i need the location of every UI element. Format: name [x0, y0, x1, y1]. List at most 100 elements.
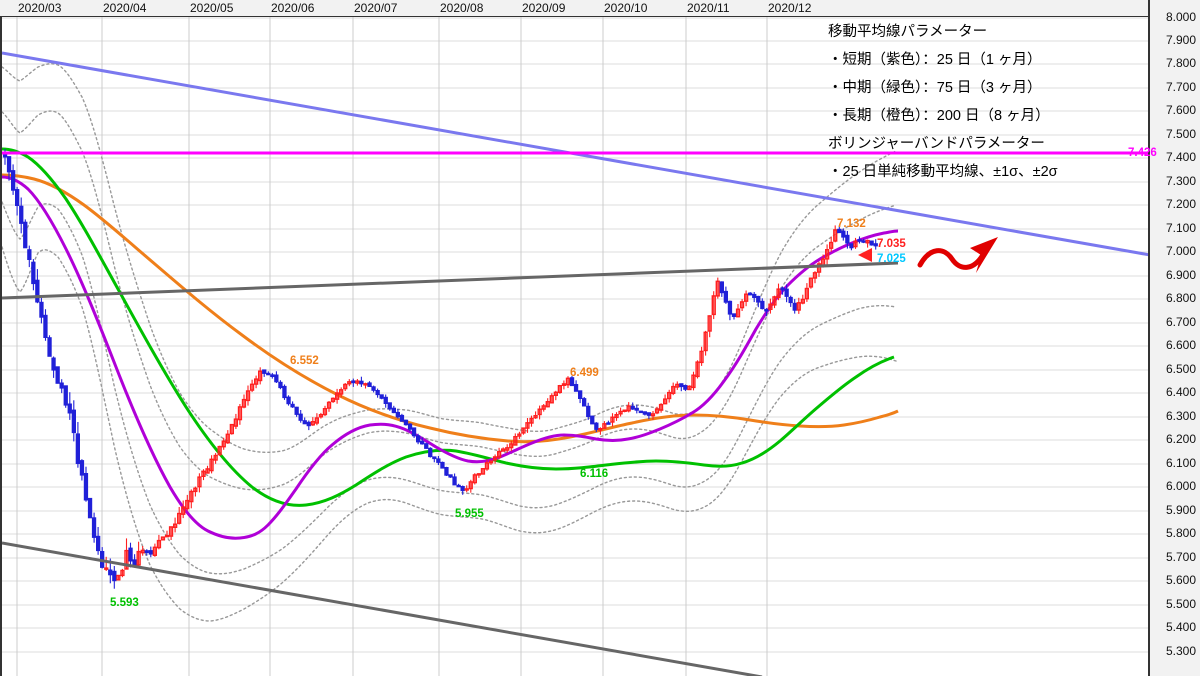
price-annotation-swing-low-2020-08: 5.955 — [455, 508, 484, 520]
price-annotation-swing-high-2020-06: 6.552 — [290, 355, 319, 367]
candle-body — [440, 461, 445, 469]
y-axis-label: 7.300 — [1165, 174, 1196, 188]
candle-body — [420, 440, 425, 445]
candle-body — [549, 395, 554, 404]
candle-body — [278, 381, 283, 389]
candle-body — [193, 487, 198, 493]
candle-body — [719, 281, 725, 294]
x-axis-label: 2020/11 — [687, 1, 730, 15]
candle-body — [857, 239, 862, 242]
candle-body — [598, 428, 603, 431]
x-axis-label: 2020/08 — [440, 1, 484, 15]
candle-body — [383, 396, 388, 405]
price-annotation-swing-low-2020-03: 5.593 — [110, 597, 139, 609]
candle-body — [476, 473, 481, 476]
candle-body — [671, 385, 676, 395]
y-axis-label: 6.800 — [1165, 291, 1196, 305]
candle-body — [622, 409, 627, 413]
candle-body — [525, 422, 530, 429]
candle-body — [776, 288, 781, 299]
candle-body — [136, 550, 141, 566]
candle-body — [711, 295, 716, 316]
candle-body — [768, 303, 773, 311]
y-axis-label: 5.600 — [1165, 573, 1196, 587]
candle-body — [95, 535, 101, 552]
candle-body — [47, 337, 52, 357]
parameter-legend: 移動平均線パラメーター ・短期（紫色）：25 日（1 ヶ月） ・中期（緑色）：7… — [828, 18, 1168, 186]
candle-body — [679, 383, 684, 388]
candle-body — [460, 486, 465, 492]
candle-body — [35, 279, 40, 303]
candle-body — [359, 380, 364, 385]
candle-body — [464, 488, 469, 491]
candle-body — [873, 243, 878, 247]
candle-body — [91, 517, 97, 538]
candle-body — [43, 314, 48, 338]
candle-body — [164, 534, 170, 538]
candle-body — [654, 408, 660, 414]
candle-body — [541, 405, 546, 410]
candle-body — [237, 406, 243, 421]
candle-body — [606, 422, 611, 425]
candle-body — [553, 391, 559, 396]
candle-body — [387, 402, 392, 410]
candle-body — [351, 380, 356, 384]
x-axis-label: 2020/06 — [271, 1, 315, 15]
candle-body — [79, 460, 85, 476]
candle-body — [735, 308, 741, 318]
candle-body — [756, 295, 761, 303]
x-axis-label: 2020/05 — [190, 1, 234, 15]
legend-bb-heading: ボリンジャーバンドパラメーター — [828, 136, 1045, 152]
candle-body — [209, 458, 214, 472]
candle-body — [691, 374, 696, 389]
candle-body — [841, 230, 846, 238]
candle-body — [509, 443, 514, 449]
candle-body — [480, 468, 486, 475]
candle-body — [395, 411, 400, 418]
candle-body — [699, 350, 704, 364]
candle-body — [497, 451, 502, 458]
candle-body — [424, 443, 429, 449]
candle-body — [610, 416, 615, 423]
y-axis-label: 5.400 — [1165, 620, 1196, 634]
candle-body — [51, 357, 56, 371]
price-annotation-last-price-low: 7.025 — [877, 253, 906, 265]
candle-body — [573, 384, 579, 392]
candle-body — [229, 423, 234, 435]
candle-body — [221, 440, 226, 448]
candle-body — [586, 405, 591, 418]
candle-body — [152, 546, 157, 556]
candle-body — [703, 331, 708, 352]
candle-body — [715, 280, 720, 297]
y-axis-label: 6.100 — [1165, 456, 1196, 470]
ma-mid-75d-line — [2, 147, 895, 507]
y-axis-label: 8.000 — [1165, 10, 1196, 24]
candle-body — [124, 549, 129, 570]
candle-body — [326, 401, 332, 409]
candle-body — [318, 414, 324, 418]
candle-body — [569, 377, 575, 387]
candle-body — [176, 512, 182, 524]
y-axis-label: 6.500 — [1165, 362, 1196, 376]
candle-body — [258, 370, 263, 382]
candle-body — [695, 361, 700, 378]
candle-body — [687, 385, 692, 391]
candle-body — [339, 389, 344, 395]
y-axis-label: 7.600 — [1165, 103, 1196, 117]
candle-body — [375, 390, 380, 396]
candle-body — [614, 414, 619, 419]
candle-body — [561, 383, 567, 386]
legend-ma-heading: 移動平均線パラメーター — [828, 24, 988, 40]
candle-body — [306, 421, 311, 427]
candle-body — [472, 474, 477, 484]
candle-body — [816, 263, 822, 273]
forecast-arrow-icon — [917, 248, 987, 270]
candle-body — [630, 405, 635, 410]
candle-body — [618, 410, 623, 415]
y-axis-label: 6.700 — [1165, 315, 1196, 329]
price-annotation-swing-low-2020-10: 6.116 — [580, 468, 609, 480]
candle-body — [225, 433, 230, 444]
candle-body — [723, 290, 729, 303]
candle-body — [160, 536, 166, 541]
ma-short-25d-line — [2, 175, 899, 540]
